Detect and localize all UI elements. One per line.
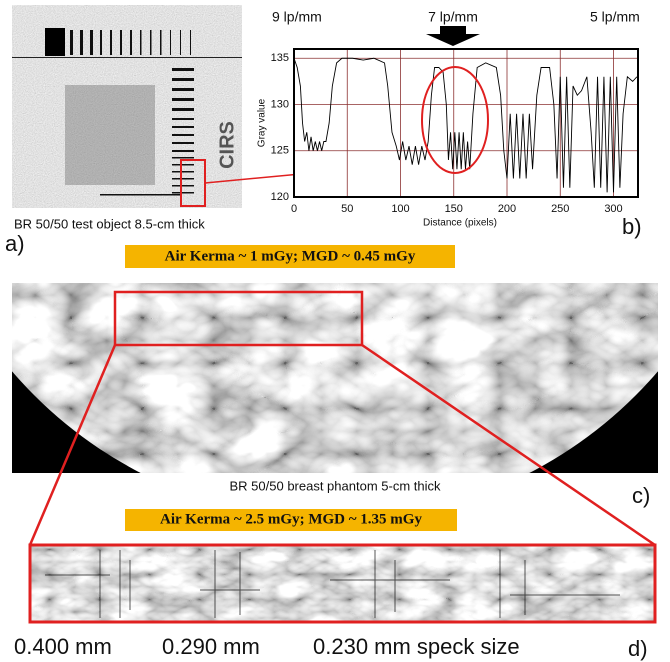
panel-label: c) [632,483,650,508]
x-axis-label: Distance (pixels) [423,218,497,229]
x-tick-label: 150 [445,203,463,215]
y-tick-label: 130 [271,98,289,110]
annotation: 7 lp/mm [428,9,478,25]
caption-a: BR 50/50 test object 8.5-cm thick [14,216,205,231]
speck-label: 0.400 mm [14,634,112,659]
profile-chart: 9 lp/mm 7 lp/mm 5 lp/mm Gray value Dista… [257,9,642,239]
speck-label: 0.230 mm speck size [313,634,520,659]
x-tick-label: 200 [498,203,516,215]
y-axis-label: Gray value [257,98,268,147]
panel-label: b) [622,214,642,239]
plot-area [294,49,638,197]
annotation: 5 lp/mm [590,9,640,25]
speck-label: 0.290 mm [162,634,260,659]
dose-label: Air Kerma ~ 2.5 mGy; MGD ~ 1.35 mGy [160,511,422,527]
panel-label: d) [628,636,648,661]
x-tick-label: 100 [391,203,409,215]
panel-label: a) [5,231,25,256]
dose-label: Air Kerma ~ 1 mGy; MGD ~ 0.45 mGy [165,248,416,264]
arrow [426,26,480,46]
y-tick-label: 135 [271,52,289,64]
x-tick-label: 0 [291,203,297,215]
figure: CIRS BR 50/50 test object 8.5-cm thick a… [0,0,670,662]
caption-c: BR 50/50 breast phantom 5-cm thick [230,478,441,493]
phantom-image [12,283,658,473]
marker-text: CIRS [216,121,238,169]
y-tick-label: 125 [271,145,289,157]
x-tick-label: 50 [341,203,353,215]
x-tick-label: 250 [551,203,569,215]
y-tick-label: 120 [271,191,289,203]
zoom-strip [30,545,655,622]
annotation: 9 lp/mm [272,9,322,25]
x-tick-label: 300 [604,203,622,215]
test-object-image: CIRS [12,5,242,208]
